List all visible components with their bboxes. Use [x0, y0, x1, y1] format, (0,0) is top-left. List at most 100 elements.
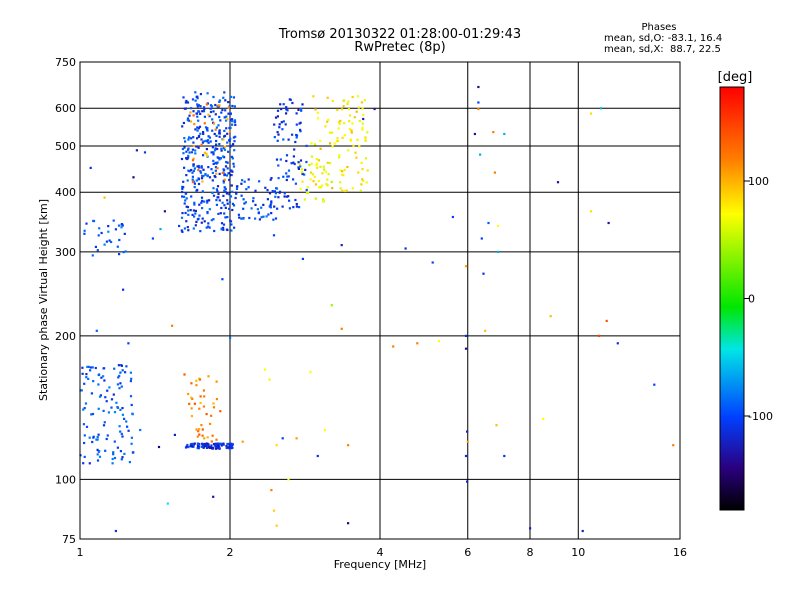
data-point [186, 206, 189, 209]
data-point [110, 398, 114, 401]
data-point [90, 392, 93, 395]
data-point [113, 367, 116, 370]
data-point [119, 371, 122, 374]
data-point [607, 221, 610, 225]
data-point [163, 210, 166, 213]
data-point [204, 126, 208, 129]
data-point [100, 231, 103, 235]
data-point [226, 442, 229, 446]
data-point [223, 189, 226, 192]
data-point [82, 423, 85, 426]
data-point [240, 182, 243, 185]
data-point [672, 444, 675, 447]
data-point [343, 134, 346, 137]
data-point [187, 156, 190, 159]
data-point [285, 159, 288, 163]
data-point [207, 443, 210, 446]
data-point [103, 196, 106, 199]
data-point [212, 122, 215, 125]
data-point [229, 126, 232, 129]
data-point [206, 92, 209, 95]
data-point [243, 180, 246, 183]
data-point [218, 135, 221, 138]
data-point [122, 288, 125, 291]
data-point [198, 407, 201, 410]
data-point [300, 107, 303, 110]
data-point [404, 247, 407, 250]
data-point [341, 189, 344, 192]
data-point [202, 175, 205, 178]
data-point [225, 119, 228, 122]
data-point [466, 430, 469, 433]
data-point [187, 138, 190, 141]
data-point [464, 347, 468, 350]
data-point [342, 99, 346, 102]
data-point [111, 462, 114, 465]
data-point [83, 232, 86, 235]
data-point [308, 163, 311, 167]
data-point [364, 138, 367, 141]
data-point [98, 455, 102, 458]
data-point [236, 185, 239, 188]
data-point [205, 413, 208, 416]
data-point [81, 366, 84, 369]
data-point [314, 183, 318, 186]
data-point [280, 108, 283, 111]
data-point [216, 185, 220, 188]
data-point [346, 102, 349, 105]
data-point [201, 199, 204, 202]
data-point [214, 444, 217, 447]
data-point [198, 110, 201, 113]
data-point [139, 428, 142, 432]
data-point [190, 168, 193, 172]
data-point [218, 199, 221, 202]
data-point [219, 119, 222, 122]
data-point [226, 199, 229, 202]
data-point [206, 201, 209, 204]
data-point [484, 329, 487, 332]
data-point [214, 103, 217, 107]
data-point [216, 147, 219, 151]
data-point [364, 157, 367, 160]
data-point [220, 444, 223, 447]
data-point [183, 373, 186, 376]
data-point [254, 217, 257, 220]
data-point [497, 224, 500, 228]
data-point [312, 95, 315, 98]
data-point [219, 442, 222, 445]
data-point [212, 406, 216, 409]
data-point [192, 144, 195, 148]
data-point [223, 169, 226, 172]
data-point [220, 149, 223, 152]
data-point [120, 223, 124, 226]
data-point [198, 443, 201, 446]
data-point [96, 453, 99, 456]
data-point [605, 319, 608, 322]
data-point [230, 229, 233, 232]
data-point [268, 378, 271, 381]
data-point [192, 114, 195, 117]
data-point [529, 527, 532, 530]
data-point [83, 441, 86, 445]
data-point [212, 495, 215, 498]
data-point [210, 219, 213, 222]
data-point [190, 445, 194, 448]
data-point [252, 200, 255, 203]
data-point [171, 324, 174, 327]
data-point [355, 156, 358, 159]
phase-stats-o-mode: mean, sd,O: -83.1, 16.4 [604, 33, 723, 44]
data-point [295, 437, 298, 440]
data-point [121, 369, 124, 372]
data-point [199, 401, 202, 405]
data-point [119, 430, 122, 433]
data-point [359, 189, 362, 192]
data-point [191, 213, 194, 216]
data-point [549, 315, 552, 318]
data-point [482, 272, 485, 275]
data-point [223, 174, 226, 177]
data-point [183, 227, 186, 230]
data-point [198, 203, 201, 206]
data-point [503, 132, 506, 136]
data-point [228, 178, 231, 182]
data-point [206, 444, 209, 448]
